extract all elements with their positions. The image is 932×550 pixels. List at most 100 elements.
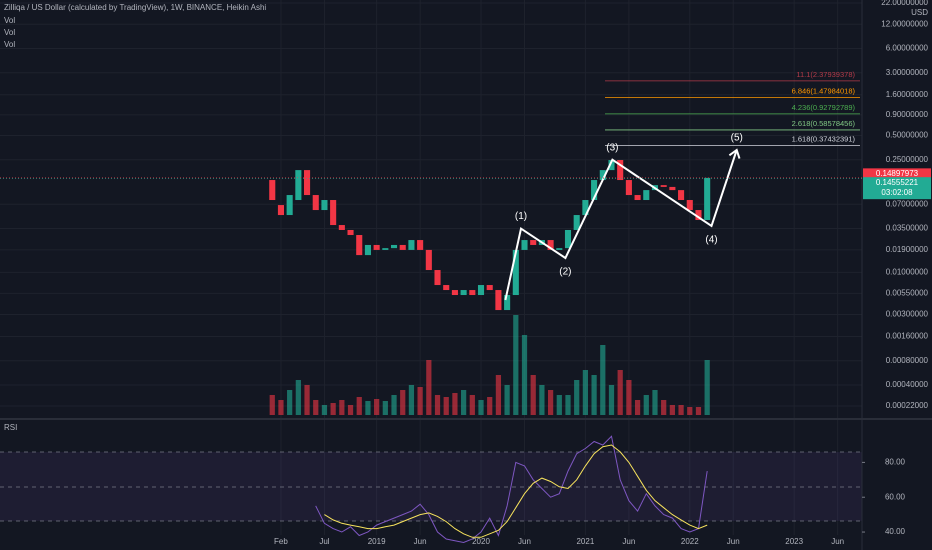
candle-body xyxy=(399,244,406,250)
volume-bar xyxy=(269,395,275,415)
volume-bar xyxy=(626,380,632,415)
price-tag xyxy=(863,168,931,180)
y-tick-label: 0.00040000 xyxy=(886,380,929,389)
volume-bar xyxy=(321,405,328,415)
volume-bar xyxy=(643,395,649,415)
candle-body xyxy=(477,285,485,296)
volume-bar xyxy=(556,395,562,415)
volume-bar xyxy=(478,400,484,415)
y-tick-label: 1.60000000 xyxy=(886,90,929,99)
volume-bar xyxy=(417,387,423,415)
wave-line xyxy=(504,149,738,301)
candle-body xyxy=(312,195,319,211)
y-tick-label: 0.00022000 xyxy=(886,401,929,410)
candle-body xyxy=(591,180,598,201)
y-tick-label: 0.01900000 xyxy=(886,245,929,254)
indicator-label: Vol xyxy=(4,16,15,25)
volume-bar xyxy=(582,370,589,415)
candle-body xyxy=(660,185,667,187)
volume-bar xyxy=(313,400,319,415)
y-tick-label: 22.00000000 xyxy=(881,0,928,7)
y-tick-label: 0.25000000 xyxy=(886,155,929,164)
y-tick-label: 0.00300000 xyxy=(886,310,929,319)
volume-bar xyxy=(687,407,693,415)
volume-bar xyxy=(365,401,371,415)
volume-bar xyxy=(287,390,293,415)
volume-bar xyxy=(695,407,702,415)
indicator-label: Vol xyxy=(4,40,15,49)
candle-body xyxy=(304,170,311,196)
candle-body xyxy=(521,240,528,250)
wave-arrowhead xyxy=(728,148,741,159)
volume-bar xyxy=(408,385,415,415)
y-unit: USD xyxy=(911,8,928,17)
fib-label: 1.618(0.37432391) xyxy=(792,135,856,144)
x-tick-label: 2020 xyxy=(472,537,490,546)
y-tick-label: 80.00 xyxy=(885,458,906,467)
x-tick-label: Jul xyxy=(319,537,329,546)
fib-label: 2.618(0.58578456) xyxy=(792,119,856,128)
volume-bar xyxy=(513,315,519,415)
fib-label: 4.236(0.92792789) xyxy=(792,103,856,112)
fib-label: 11.1(2.37939378) xyxy=(796,70,855,79)
candle-body xyxy=(634,195,641,201)
y-tick-label: 0.90000000 xyxy=(886,110,929,119)
candle-body xyxy=(382,248,389,250)
volume-bar xyxy=(521,335,528,415)
candle-body xyxy=(443,285,450,291)
rsi-line xyxy=(324,444,708,538)
candle-body xyxy=(269,180,276,201)
volume-bar xyxy=(347,405,354,415)
x-tick-label: 2022 xyxy=(681,537,699,546)
volume-bar xyxy=(304,385,310,415)
rsi-band xyxy=(0,452,862,521)
volume-bar xyxy=(634,400,641,415)
volume-bar xyxy=(330,403,336,415)
candle-body xyxy=(373,244,380,250)
volume-bar xyxy=(652,390,658,415)
candle-body xyxy=(364,244,371,256)
volume-bar xyxy=(434,395,441,415)
candle-body xyxy=(425,249,432,271)
candle-body xyxy=(547,240,554,250)
price-tag-label: 0.14897973 xyxy=(876,169,919,178)
volume-bar xyxy=(539,385,545,415)
x-tick-label: Jun xyxy=(727,537,740,546)
candle-body xyxy=(704,177,711,220)
fib-label: 6.846(1.47984018) xyxy=(792,86,856,95)
candle-body xyxy=(678,190,685,201)
volume-bar xyxy=(547,390,554,415)
x-tick-label: Jun xyxy=(414,537,427,546)
x-tick-label: 2021 xyxy=(576,537,594,546)
volume-bar xyxy=(608,385,615,415)
y-tick-label: 3.00000000 xyxy=(886,68,929,77)
volume-bar xyxy=(469,395,475,415)
volume-bar xyxy=(382,401,388,415)
volume-bar xyxy=(443,397,449,415)
volume-bar xyxy=(391,395,397,415)
volume-bar xyxy=(669,405,675,415)
candle-body xyxy=(277,205,284,216)
x-tick-label: Feb xyxy=(274,537,288,546)
candle-body xyxy=(695,210,702,220)
volume-bar xyxy=(574,380,580,415)
indicator-label: Vol xyxy=(4,28,15,37)
x-tick-label: Jun xyxy=(622,537,635,546)
candle-body xyxy=(530,240,537,245)
volume-bar xyxy=(565,395,571,415)
y-tick-label: 0.50000000 xyxy=(886,131,929,140)
candle-body xyxy=(390,244,398,249)
rsi-title: RSI xyxy=(4,423,17,432)
price-tag-label: 0.14555221 xyxy=(876,178,919,187)
candle-body xyxy=(408,240,415,250)
volume-bar xyxy=(530,375,536,415)
y-tick-label: 6.00000000 xyxy=(886,44,929,53)
candle-body xyxy=(286,195,293,216)
chart-title: Zilliqa / US Dollar (calculated by Tradi… xyxy=(4,3,266,12)
candle-body xyxy=(686,200,693,211)
y-tick-label: 0.00160000 xyxy=(886,332,929,341)
countdown: 03:02:08 xyxy=(881,188,913,197)
y-tick-label: 60.00 xyxy=(885,492,906,501)
